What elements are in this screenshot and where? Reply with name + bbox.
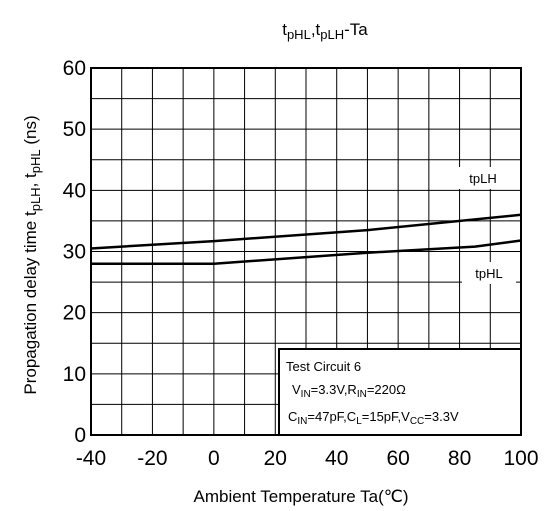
chart-title: tpHL,tpLH-Ta: [282, 20, 368, 42]
y-tick-label: 10: [63, 363, 86, 386]
svg-text:tpLH: tpLH: [469, 171, 496, 186]
y-tick-label: 40: [63, 179, 86, 202]
x-tick-label: 40: [325, 447, 348, 470]
x-tick-label: -40: [76, 447, 106, 470]
test-circuit-label: Test Circuit 6: [286, 359, 361, 374]
series-label-tpHL: tpHL: [462, 262, 516, 284]
y-tick-label: 60: [63, 57, 86, 80]
tick-labels: -40 -20 0 20 40 60 80 100 0 10 20 30 40 50 60: [63, 57, 539, 470]
series-line-tpLH: [90, 213, 522, 250]
x-axis-label: Ambient Temperature Ta(℃): [194, 487, 409, 506]
x-tick-label: 0: [208, 447, 220, 470]
condition-line-cin-cl-vcc: CIN=47pF,CL=15pF,VCC=3.3V: [288, 409, 459, 427]
series-line-tpHL: [91, 239, 522, 265]
svg-text:tpHL: tpHL: [475, 266, 502, 281]
test-condition-box: Test Circuit 6 VIN=3.3V,RIN=220Ω CIN=47p…: [278, 348, 522, 436]
x-tick-label: 20: [264, 447, 287, 470]
x-tick-label: 80: [448, 447, 471, 470]
series-label-tpLH: tpLH: [455, 167, 511, 189]
y-tick-label: 30: [63, 241, 86, 264]
x-tick-label: -20: [137, 447, 167, 470]
condition-line-vin-rin: VIN=3.3V,RIN=220Ω: [292, 382, 406, 400]
series-lines: [90, 213, 522, 265]
y-tick-label: 20: [63, 302, 86, 325]
x-tick-label: 100: [503, 447, 538, 470]
y-tick-label: 50: [63, 118, 86, 141]
y-tick-label: 0: [74, 424, 86, 447]
y-axis-label: Propagation delay time tpLH, tpHL (ns): [21, 115, 43, 394]
x-tick-label: 60: [386, 447, 409, 470]
